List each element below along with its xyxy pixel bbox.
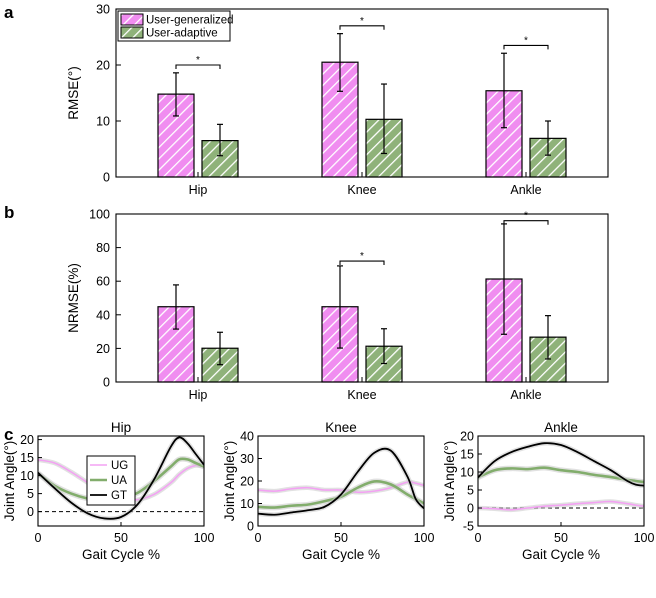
x-axis-label: Gait Cycle % [302,547,380,562]
y-tick-label: 100 [89,208,110,222]
significance-star: * [196,55,200,66]
panel-letter-a: a [4,3,14,22]
y-tick-label: 60 [96,275,110,289]
x-axis-label: Gait Cycle % [82,547,160,562]
y-tick-label: 40 [240,430,254,444]
significance-bracket-knee [339,260,385,266]
legend-swatch-user-generalized [120,13,144,26]
y-tick-label: 30 [96,3,110,17]
panel-letter-b: b [4,203,14,222]
significance-bracket-ankle [503,220,549,225]
axes-box [257,435,425,527]
legend-label-gt: GT [111,490,127,502]
x-tick-label: 100 [414,531,435,545]
series-line-ua [258,480,424,509]
x-tick-label-knee: Knee [347,183,376,197]
y-tick-label: 40 [96,308,110,322]
x-tick-label-ankle: Ankle [510,388,541,402]
y-tick-label: 0 [467,502,474,516]
plot-area [38,436,204,522]
axes-box [37,435,205,527]
y-tick-label: 15 [460,448,474,462]
series-line-gt [258,447,424,516]
chart-title-hip: Hip [111,420,131,435]
series-line-gt [478,442,644,487]
legend-label-user-adaptive: User-adaptive [146,28,218,40]
panel-letter-c: c [4,425,13,444]
y-tick-label: 20 [96,342,110,356]
y-tick-label: -5 [463,520,474,534]
x-tick-label: 50 [334,531,348,545]
legend-swatch-user-adaptive [120,26,144,39]
y-axis-label: Joint Angle(°) [2,441,17,521]
series-line-ua [38,457,204,503]
x-tick-label: 0 [35,531,42,545]
y-tick-label: 0 [247,520,254,534]
y-axis-label: Joint Angle(°) [442,441,457,521]
x-axis-label: Gait Cycle % [522,547,600,562]
y-tick-label: 10 [96,115,110,129]
y-axis-label: Joint Angle(°) [222,441,237,521]
x-tick-label: 50 [554,531,568,545]
legend-label-ug: UG [111,460,128,472]
x-tick-label: 0 [475,531,482,545]
y-tick-label: 0 [27,505,34,519]
y-tick-label: 0 [103,171,110,185]
y-tick-label: 20 [20,433,34,447]
plot-area [258,446,424,518]
x-tick-label-hip: Hip [189,388,208,402]
significance-star: * [360,251,364,262]
y-axis-label: RMSE(°) [66,66,81,119]
chart-title-ankle: Ankle [544,420,578,435]
panel-a: a 0 10 20 30 Hip Knee Ankle * * * RMSE(°) User-gener… [4,3,609,197]
x-tick-label: 100 [194,531,215,545]
line-chart-hip: 0 5 10 15 20 0 50 100 Hip Gait Cycle % Joint Angle… [2,420,214,562]
axes-box [477,435,645,527]
x-tick-label-ankle: Ankle [510,183,541,197]
y-axis-label: NRMSE(%) [66,263,81,333]
y-tick-label: 5 [27,487,34,501]
panel-b: b 0 20 40 60 80 100 Hip Knee Ankle * * NRMSE(%) [4,203,609,402]
y-tick-label: 20 [240,475,254,489]
series-line-ug [38,458,204,502]
axes-box [115,8,609,178]
y-tick-label: 15 [20,451,34,465]
x-tick-label: 0 [255,531,262,545]
legend-label-user-generalized: User-generalized [146,15,234,27]
significance-bracket-ankle [503,44,549,50]
axes-box [115,213,609,383]
y-tick-label: 5 [467,484,474,498]
significance-star: * [524,35,528,46]
y-tick-label: 0 [103,376,110,390]
significance-bracket-knee [339,25,385,30]
y-tick-label: 10 [20,469,34,483]
significance-bracket-hip [175,64,221,69]
series-line-gt [38,436,204,520]
x-tick-label-knee: Knee [347,388,376,402]
y-tick-label: 10 [460,466,474,480]
legend-label-ua: UA [111,475,127,487]
plot-area [478,440,644,513]
y-tick-label: 20 [460,430,474,444]
x-tick-label: 100 [634,531,655,545]
y-tick-label: 10 [240,497,254,511]
line-chart-knee: 0 10 20 30 40 0 50 100 Knee Gait Cycle % Joint Ang… [222,420,434,562]
x-tick-label: 50 [114,531,128,545]
x-tick-label-hip: Hip [189,183,208,197]
significance-star: * [524,211,528,222]
chart-title-knee: Knee [325,420,357,435]
y-tick-label: 30 [240,452,254,466]
y-tick-label: 80 [96,241,110,255]
significance-star: * [360,16,364,27]
y-tick-label: 20 [96,59,110,73]
series-line-ug [478,500,644,511]
